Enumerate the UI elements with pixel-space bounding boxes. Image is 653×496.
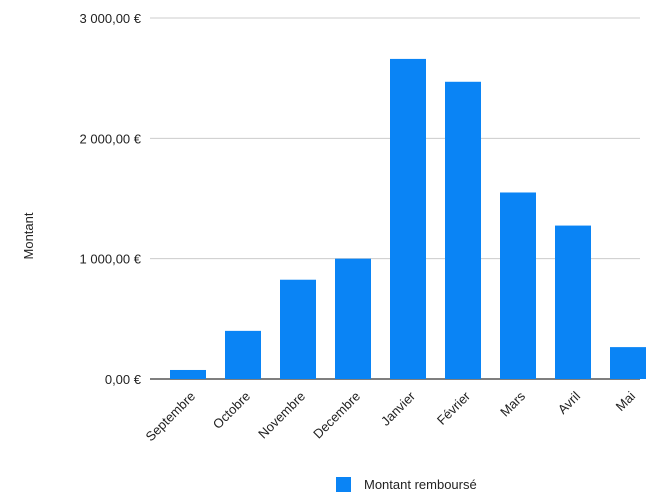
x-tick-label: Novembre <box>255 389 308 442</box>
bar-octobre <box>225 331 261 379</box>
bar-novembre <box>280 280 316 379</box>
bar-decembre <box>335 259 371 379</box>
legend-swatch <box>336 477 351 492</box>
legend: Montant remboursé <box>336 477 477 492</box>
bar-janvier <box>390 59 426 379</box>
x-tick-label: Decembre <box>310 389 363 442</box>
x-tick-label: Avril <box>555 388 583 416</box>
x-tick-label: Janvier <box>378 388 419 429</box>
y-tick-label: 0,00 € <box>105 372 142 387</box>
bar-février <box>445 82 481 379</box>
legend-label: Montant remboursé <box>364 477 477 492</box>
y-tick-label: 1 000,00 € <box>80 252 142 267</box>
y-axis-title: Montant <box>21 212 36 259</box>
x-tick-label: Octobre <box>210 389 253 432</box>
bars <box>170 59 646 379</box>
bar-mars <box>500 192 536 379</box>
y-axis-ticks: 0,00 € 1 000,00 € 2 000,00 € 3 000,00 € <box>80 11 142 387</box>
bar-mai <box>610 347 646 379</box>
x-tick-label: Février <box>434 388 474 428</box>
x-tick-label: Septembre <box>143 389 199 445</box>
bar-septembre <box>170 370 206 379</box>
bar-avril <box>555 226 591 379</box>
y-tick-label: 3 000,00 € <box>80 11 142 26</box>
x-tick-label: Mai <box>613 388 638 413</box>
x-axis-ticks: Septembre Octobre Novembre Decembre Janvier F… <box>143 388 639 444</box>
x-tick-label: Mars <box>497 388 528 419</box>
y-tick-label: 2 000,00 € <box>80 131 142 146</box>
